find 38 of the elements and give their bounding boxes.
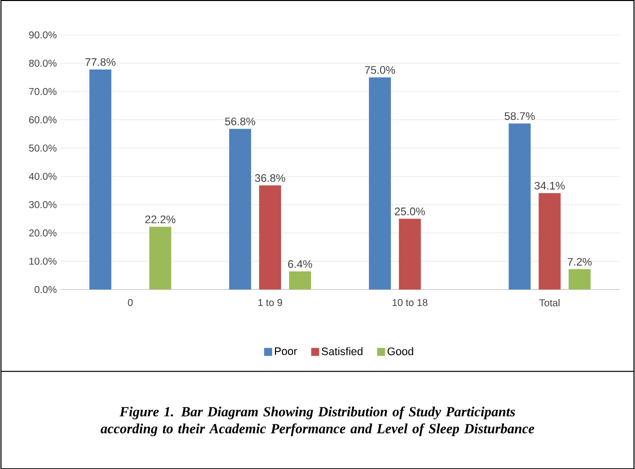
x-tick-label: Total (539, 298, 560, 306)
bar (149, 226, 172, 290)
data-label: 6.4% (288, 260, 312, 268)
bar (508, 123, 531, 290)
bar (229, 128, 252, 290)
y-tick-label: 10.0% (29, 258, 57, 265)
bar (538, 192, 561, 290)
y-tick-label: 30.0% (29, 201, 57, 208)
x-tick-label: 0 (128, 298, 133, 306)
y-tick-label: 90.0% (29, 31, 57, 38)
bar (398, 218, 421, 290)
data-label: 56.8% (225, 117, 256, 126)
y-tick-label: 60.0% (29, 116, 57, 124)
data-label: 22.2% (145, 215, 176, 224)
data-label: 77.8% (85, 58, 116, 66)
bar (289, 271, 312, 290)
bar (368, 77, 391, 290)
data-label: 25.0% (394, 207, 425, 216)
bar (259, 185, 282, 290)
x-tick-label: 1 to 9 (258, 298, 282, 306)
bar (568, 269, 591, 290)
legend-label: Good (388, 347, 414, 356)
y-tick-label: 50.0% (29, 144, 57, 152)
text: Figure 1. Bar Diagram Showing Distribution of Study Participants according to their Academic Performance and Level of Sleep Disturbance (100, 406, 534, 436)
y-tick-label: 80.0% (29, 60, 57, 67)
legend-label: Satisfied (322, 347, 362, 356)
y-tick-label: 0.0% (34, 286, 57, 293)
data-label: 36.8% (254, 174, 286, 182)
data-label: 7.2% (568, 258, 592, 266)
data-label: 75.0% (364, 66, 396, 74)
x-tick-label: 10 to 18 (392, 298, 428, 306)
y-tick-label: 70.0% (29, 88, 57, 95)
data-label: 34.1% (534, 182, 565, 190)
y-tick-label: 40.0% (28, 172, 57, 180)
data-label: 58.7% (504, 112, 535, 120)
bar (89, 69, 112, 290)
y-tick-label: 20.0% (29, 229, 57, 236)
legend-label: Poor (275, 347, 298, 355)
